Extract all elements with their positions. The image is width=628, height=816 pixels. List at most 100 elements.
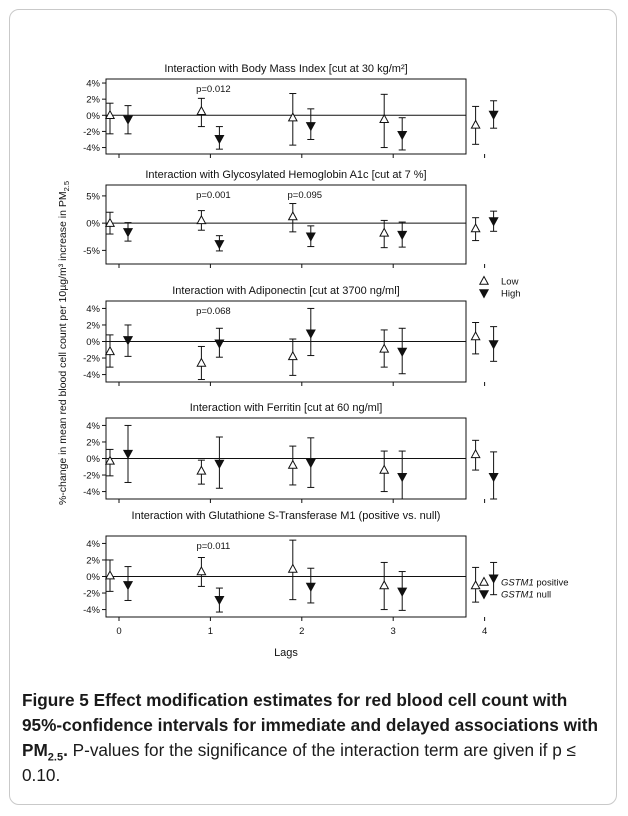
point-high	[397, 230, 408, 241]
y-tick-label: -4%	[83, 370, 100, 381]
point-high	[305, 582, 316, 592]
plot-frame	[105, 78, 467, 155]
y-tick-label: 2%	[86, 95, 100, 106]
y-tick-label: 0%	[86, 111, 100, 122]
y-tick-label: -4%	[83, 487, 100, 498]
point-low	[104, 345, 116, 356]
point-low	[379, 464, 390, 474]
y-tick-label: 2%	[86, 437, 100, 448]
panel-1: Interaction with Body Mass Index [cut at…	[83, 63, 499, 158]
x-tick-label: 0	[116, 626, 121, 637]
y-tick-label: 5%	[86, 191, 100, 202]
p-value-annotation: p=0.012	[196, 84, 231, 95]
legend-label: High	[501, 289, 521, 300]
point-high	[122, 115, 134, 125]
point-low	[379, 113, 390, 124]
y-tick-label: -4%	[83, 605, 100, 616]
point-low	[104, 109, 116, 119]
point-high	[305, 458, 316, 469]
p-value-annotation: p=0.001	[196, 190, 231, 201]
point-low	[470, 448, 481, 459]
point-low	[470, 580, 481, 590]
y-tick-label: 0%	[86, 572, 100, 583]
caption-title: Figure 5 Effect modification estimates f…	[22, 690, 598, 764]
point-high	[122, 449, 134, 460]
panel-2: Interaction with Glycosylated Hemoglobin…	[83, 169, 499, 268]
panel-title: Interaction with Adiponectin [cut at 370…	[172, 285, 399, 297]
point-high	[122, 336, 134, 346]
legend-label: GSTM1 positive	[501, 578, 569, 589]
point-low	[470, 223, 481, 233]
y-tick-label: 2%	[86, 555, 100, 566]
point-low	[104, 570, 116, 580]
point-high	[397, 130, 408, 141]
point-high	[397, 587, 408, 597]
y-tick-label: 0%	[86, 337, 100, 348]
p-value-annotation: p=0.011	[196, 541, 230, 552]
legend-marker-high	[478, 289, 490, 299]
x-tick-label: 3	[391, 626, 396, 637]
chart: Interaction with Body Mass Index [cut at…	[57, 63, 569, 659]
y-tick-label: -4%	[83, 143, 100, 154]
x-tick-label: 2	[299, 626, 304, 637]
y-tick-label: -2%	[83, 354, 100, 365]
point-low	[196, 105, 207, 115]
point-low	[287, 211, 298, 221]
y-axis-label: %-change in mean red blood cell count pe…	[57, 181, 71, 505]
point-high	[488, 110, 499, 121]
y-tick-label: -2%	[83, 471, 100, 482]
point-low	[104, 455, 116, 465]
point-low	[196, 357, 207, 367]
point-low	[196, 565, 207, 576]
panel-title: Interaction with Body Mass Index [cut at…	[164, 63, 407, 75]
point-high	[488, 472, 499, 483]
point-high	[305, 232, 316, 242]
point-high	[397, 347, 408, 357]
panel-5: Interaction with Glutathione S-Transfera…	[83, 510, 499, 621]
y-tick-label: -5%	[83, 246, 100, 257]
legend-marker-positive	[478, 576, 490, 586]
point-low	[287, 112, 298, 122]
legend-label: Low	[501, 277, 519, 288]
x-tick-label: 1	[208, 626, 213, 637]
point-low	[287, 563, 298, 573]
p-value-annotation: p=0.068	[196, 306, 231, 317]
legend-label: GSTM1 null	[501, 590, 551, 601]
figure-frame	[9, 9, 617, 805]
point-high	[214, 459, 225, 470]
point-high	[214, 339, 225, 349]
panel-title: Interaction with Ferritin [cut at 60 ng/…	[190, 402, 383, 414]
y-tick-label: 0%	[86, 454, 100, 465]
x-axis-label: Lags	[274, 647, 298, 659]
y-tick-label: 4%	[86, 421, 100, 432]
panel-4: Interaction with Ferritin [cut at 60 ng/…	[83, 402, 499, 503]
y-tick-label: 4%	[86, 79, 100, 90]
panel-title: Interaction with Glutathione S-Transfera…	[132, 510, 441, 522]
point-low	[196, 214, 207, 225]
point-high	[488, 217, 499, 227]
y-tick-label: 4%	[86, 304, 100, 315]
x-tick-label: 4	[482, 626, 487, 637]
p-value-annotation: p=0.095	[287, 190, 322, 201]
y-tick-label: -2%	[83, 589, 100, 600]
point-low	[196, 465, 207, 475]
figure-caption: Figure 5 Effect modification estimates f…	[22, 688, 612, 788]
point-high	[122, 228, 134, 238]
point-low	[470, 330, 481, 341]
point-low	[379, 580, 390, 590]
point-high	[305, 329, 316, 339]
point-low	[379, 227, 390, 237]
plot-frame	[105, 184, 467, 265]
point-low	[287, 459, 298, 469]
point-high	[305, 122, 316, 132]
legend-marker-null	[478, 590, 490, 600]
legend-marker-low	[478, 275, 490, 285]
point-high	[214, 240, 225, 250]
panel-title: Interaction with Glycosylated Hemoglobin…	[145, 169, 426, 181]
y-tick-label: 4%	[86, 539, 100, 550]
point-high	[214, 134, 225, 145]
panel-3: Interaction with Adiponectin [cut at 370…	[83, 285, 499, 386]
point-high	[488, 574, 499, 584]
